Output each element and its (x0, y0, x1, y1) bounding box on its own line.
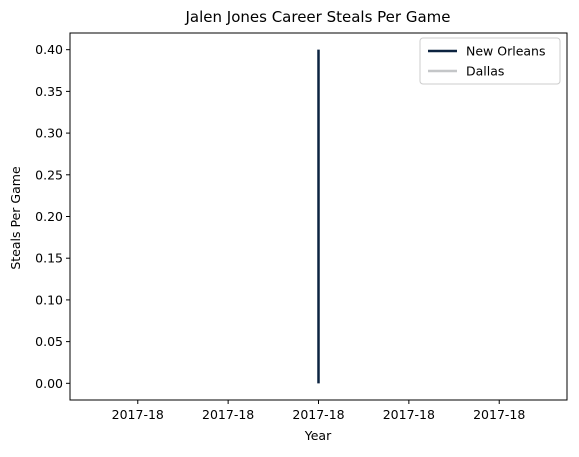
y-tick-label: 0.25 (35, 167, 63, 182)
y-tick-label: 0.35 (35, 84, 63, 99)
plot-area: 0.00 0.05 0.10 0.15 0.20 0.25 0.30 0.35 0.40 2017… (35, 32, 568, 422)
x-tick-label: 2017-18 (292, 407, 344, 422)
legend-box (419, 37, 561, 85)
y-axis-label: Steals Per Game (8, 166, 23, 270)
x-tick-label: 2017-18 (112, 407, 164, 422)
y-tick-label: 0.40 (35, 42, 63, 57)
x-tick-label: 2017-18 (202, 407, 254, 422)
y-tick-label: 0.00 (35, 376, 63, 391)
x-tick-label: 2017-18 (383, 407, 435, 422)
y-tick-label: 0.30 (35, 126, 63, 141)
chart-title: Jalen Jones Career Steals Per Game (184, 8, 450, 26)
legend-label-new-orleans: New Orleans (466, 44, 545, 59)
legend-label-dallas: Dallas (466, 64, 504, 79)
y-tick-label: 0.20 (35, 209, 63, 224)
x-tick-label: 2017-18 (473, 407, 525, 422)
x-axis-label: Year (304, 428, 332, 443)
y-tick-label: 0.05 (35, 334, 63, 349)
legend: New Orleans Dallas (419, 37, 561, 85)
y-tick-label: 0.15 (35, 251, 63, 266)
y-tick-label: 0.10 (35, 292, 63, 307)
